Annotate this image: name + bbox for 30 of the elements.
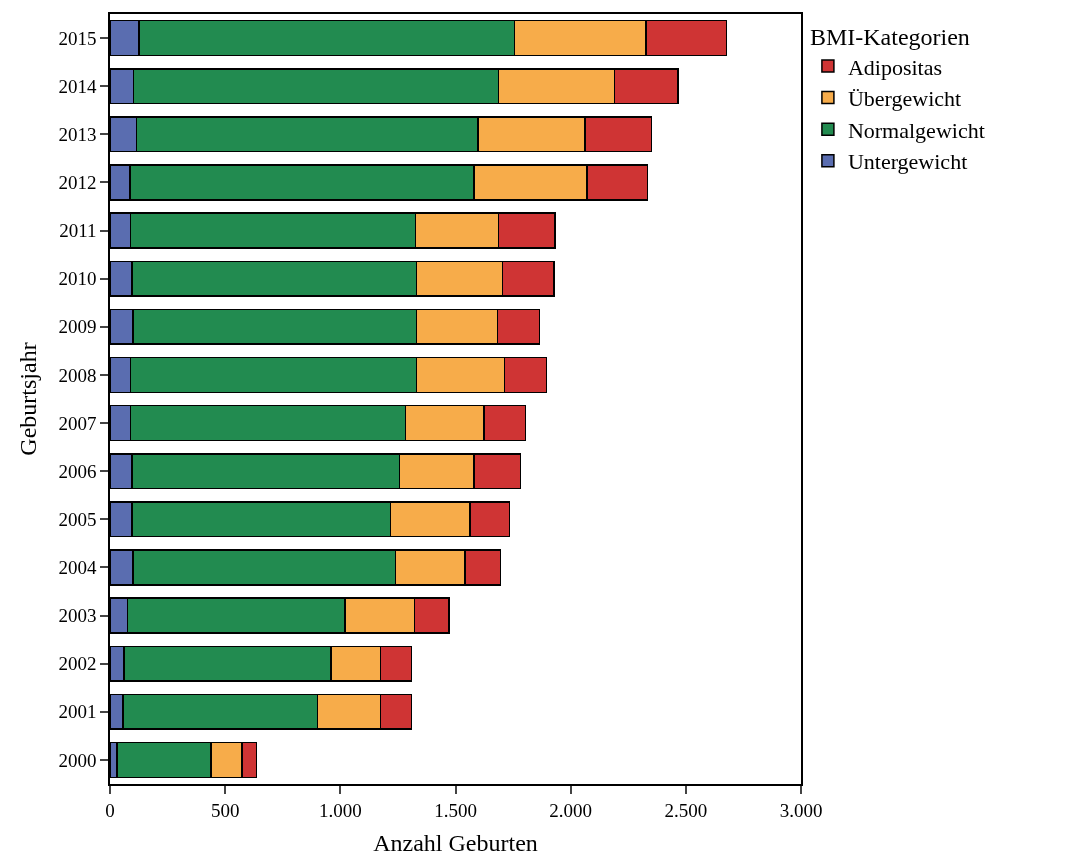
y-tick-label: 2003 <box>58 605 97 627</box>
x-tick-label: 500 <box>210 799 240 821</box>
x-tick-label: 3.000 <box>779 799 823 821</box>
legend-title: BMI-Kategorien <box>809 24 970 51</box>
y-tick-label: 2009 <box>58 316 97 338</box>
y-tick-label: 2001 <box>58 701 97 723</box>
x-tick-label: 1.000 <box>318 799 362 821</box>
y-tick-label: 2015 <box>58 27 97 49</box>
legend-label: Normalgewicht <box>847 117 985 143</box>
legend-label: Untergewicht <box>847 149 968 175</box>
x-tick-label: 1.500 <box>434 799 477 821</box>
y-tick-label: 2000 <box>58 749 97 771</box>
y-tick-label: 2006 <box>58 460 97 482</box>
y-tick-label: 2012 <box>58 172 97 194</box>
legend-label: Adipositas <box>847 54 943 80</box>
y-tick-label: 2011 <box>59 220 97 242</box>
y-tick-label: 2002 <box>58 653 97 675</box>
y-axis-title: Geburtsjahr <box>15 342 42 456</box>
x-tick-label: 2.000 <box>549 799 593 821</box>
y-tick-label: 2008 <box>58 364 97 386</box>
legend-label: Übergewicht <box>847 86 962 112</box>
y-tick-label: 2007 <box>58 412 97 434</box>
x-axis-title: Anzahl Geburten <box>373 830 538 857</box>
x-tick-label: 2.500 <box>664 799 708 821</box>
y-tick-label: 2004 <box>58 557 97 579</box>
x-tick-label: 0 <box>105 799 115 821</box>
y-tick-label: 2014 <box>58 75 97 97</box>
y-tick-label: 2005 <box>58 508 97 530</box>
y-tick-label: 2013 <box>58 123 97 145</box>
y-tick-label: 2010 <box>58 268 97 290</box>
